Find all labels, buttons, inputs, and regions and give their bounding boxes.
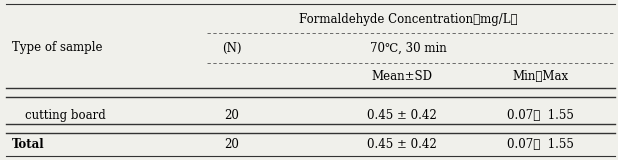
Text: cutting board: cutting board — [25, 109, 106, 122]
Text: 70℃, 30 min: 70℃, 30 min — [370, 41, 446, 55]
Text: Min～Max: Min～Max — [513, 70, 569, 83]
Text: Mean±SD: Mean±SD — [371, 70, 432, 83]
Text: 0.07～  1.55: 0.07～ 1.55 — [507, 137, 574, 151]
Text: 0.45 ± 0.42: 0.45 ± 0.42 — [367, 137, 436, 151]
Text: Type of sample: Type of sample — [12, 41, 103, 55]
Text: (N): (N) — [222, 41, 242, 55]
Text: 20: 20 — [224, 137, 239, 151]
Text: Formaldehyde Concentration（mg/L）: Formaldehyde Concentration（mg/L） — [298, 13, 517, 26]
Text: Total: Total — [12, 137, 45, 151]
Text: 0.45 ± 0.42: 0.45 ± 0.42 — [367, 109, 436, 122]
Text: 0.07～  1.55: 0.07～ 1.55 — [507, 109, 574, 122]
Text: 20: 20 — [224, 109, 239, 122]
